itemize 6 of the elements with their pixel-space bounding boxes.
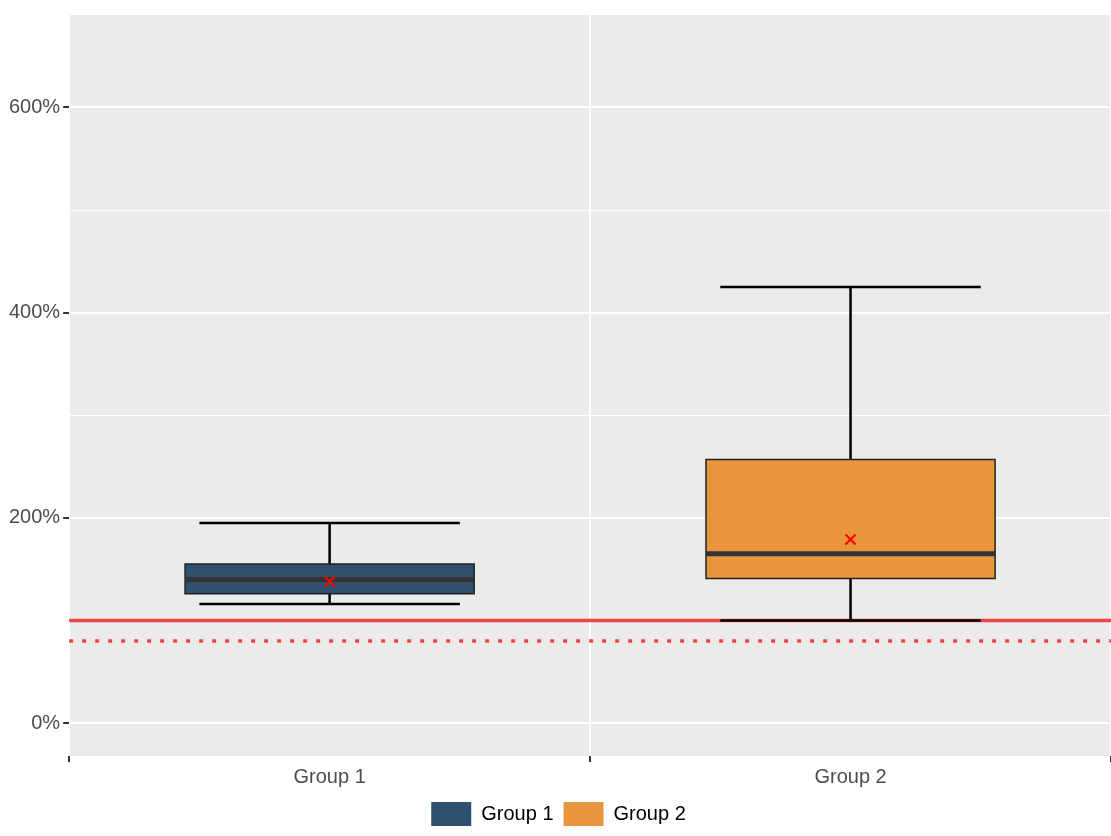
y-tick-label: 400%	[9, 300, 61, 323]
y-tick-label: 200%	[9, 505, 61, 528]
legend-label: Group 2	[613, 801, 686, 824]
legend-label: Group 1	[481, 801, 554, 824]
y-tick-label: 600%	[9, 94, 61, 117]
y-tick-label: 0%	[31, 710, 61, 733]
